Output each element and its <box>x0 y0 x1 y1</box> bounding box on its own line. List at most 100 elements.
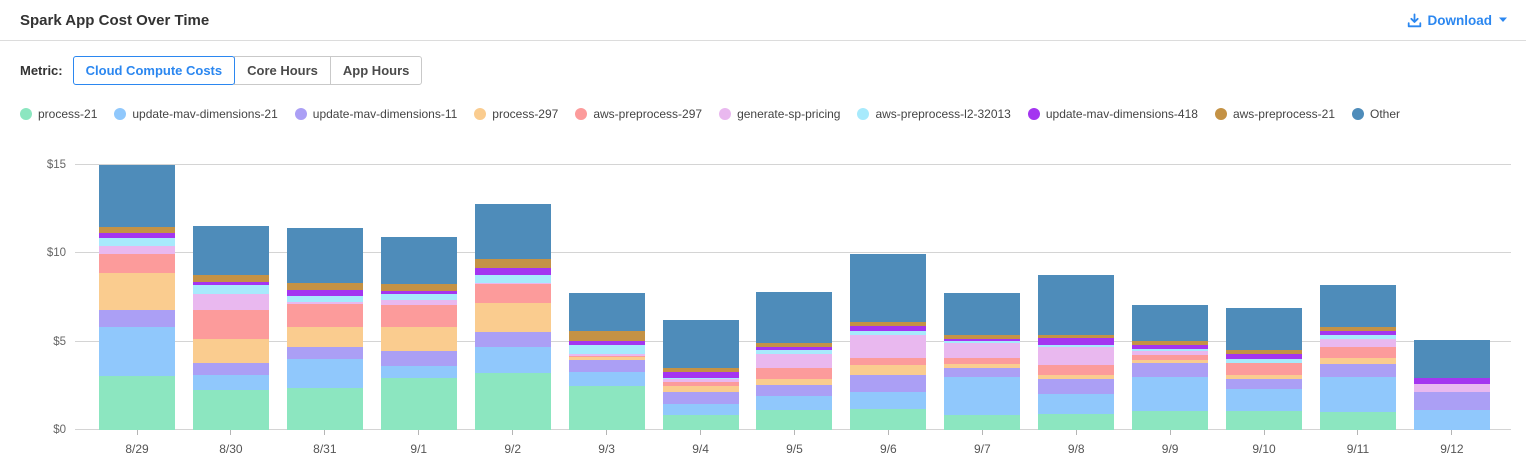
bar-segment-process-297[interactable] <box>1038 374 1115 380</box>
bar-segment-process-21[interactable] <box>1319 412 1396 430</box>
bar-segment-generate-sp-pricing[interactable] <box>1038 347 1115 366</box>
bar-segment-update-mav-dimensions-11[interactable] <box>192 362 269 376</box>
metric-tab-app-hours[interactable]: App Hours <box>329 56 423 85</box>
bar-segment-update-mav-dimensions-11[interactable] <box>99 309 175 328</box>
legend-item-generate-sp-pricing[interactable]: generate-sp-pricing <box>719 107 840 121</box>
bar-segment-process-21[interactable] <box>1226 411 1303 430</box>
bar-segment-generate-sp-pricing[interactable] <box>286 301 363 304</box>
bar-9/4[interactable] <box>662 320 739 430</box>
bar-segment-generate-sp-pricing[interactable] <box>662 379 739 382</box>
bar-segment-Other[interactable] <box>850 254 927 322</box>
bar-9/5[interactable] <box>756 291 833 430</box>
bar-segment-process-21[interactable] <box>756 410 833 430</box>
bar-segment-aws-preprocess-l2-32013[interactable] <box>568 345 645 354</box>
bar-9/6[interactable] <box>850 254 927 430</box>
bar-segment-update-mav-dimensions-418[interactable] <box>474 268 551 276</box>
bar-segment-update-mav-dimensions-418[interactable] <box>850 325 927 332</box>
bar-segment-update-mav-dimensions-11[interactable] <box>1226 378 1303 390</box>
bar-segment-generate-sp-pricing[interactable] <box>1319 339 1396 347</box>
legend-item-update-mav-dimensions-418[interactable]: update-mav-dimensions-418 <box>1027 107 1198 121</box>
metric-tab-core-hours[interactable]: Core Hours <box>234 56 331 85</box>
bar-segment-update-mav-dimensions-11[interactable] <box>756 385 833 396</box>
bar-segment-Other[interactable] <box>380 236 457 284</box>
bar-segment-aws-preprocess-297[interactable] <box>568 356 645 357</box>
bar-segment-aws-preprocess-l2-32013[interactable] <box>850 331 927 335</box>
bar-segment-update-mav-dimensions-418[interactable] <box>1226 353 1303 360</box>
bar-9/11[interactable] <box>1319 284 1396 430</box>
legend-item-update-mav-dimensions-11[interactable]: update-mav-dimensions-11 <box>294 107 457 121</box>
bar-segment-aws-preprocess-l2-32013[interactable] <box>662 378 739 380</box>
bar-segment-update-mav-dimensions-21[interactable] <box>662 404 739 415</box>
bar-segment-update-mav-dimensions-21[interactable] <box>1132 376 1209 412</box>
bar-segment-process-21[interactable] <box>1132 411 1209 430</box>
bar-segment-aws-preprocess-21[interactable] <box>1226 350 1303 354</box>
bar-segment-generate-sp-pricing[interactable] <box>380 299 457 305</box>
bar-segment-update-mav-dimensions-418[interactable] <box>568 340 645 346</box>
bar-9/3[interactable] <box>568 293 645 430</box>
download-button[interactable]: Download <box>1407 13 1509 28</box>
bar-segment-aws-preprocess-297[interactable] <box>1132 354 1209 361</box>
bar-segment-update-mav-dimensions-418[interactable] <box>380 290 457 294</box>
bar-segment-aws-preprocess-l2-32013[interactable] <box>1132 348 1209 352</box>
bar-segment-generate-sp-pricing[interactable] <box>474 283 551 284</box>
bar-segment-aws-preprocess-297[interactable] <box>286 303 363 328</box>
bar-segment-aws-preprocess-l2-32013[interactable] <box>1319 334 1396 340</box>
bar-segment-process-297[interactable] <box>380 327 457 352</box>
bar-segment-update-mav-dimensions-418[interactable] <box>1319 331 1396 335</box>
bar-segment-Other[interactable] <box>1226 307 1303 351</box>
bar-segment-generate-sp-pricing[interactable] <box>850 334 927 358</box>
bar-segment-process-297[interactable] <box>1226 374 1303 379</box>
bar-segment-aws-preprocess-21[interactable] <box>1038 334 1115 339</box>
bar-segment-aws-preprocess-l2-32013[interactable] <box>1226 359 1303 363</box>
bar-segment-aws-preprocess-21[interactable] <box>756 342 833 347</box>
legend-item-update-mav-dimensions-21[interactable]: update-mav-dimensions-21 <box>114 107 278 121</box>
bar-9/2[interactable] <box>474 204 551 430</box>
bar-segment-Other[interactable] <box>662 320 739 369</box>
bar-segment-Other[interactable] <box>568 293 645 331</box>
bar-segment-update-mav-dimensions-21[interactable] <box>1319 376 1396 413</box>
bar-segment-update-mav-dimensions-418[interactable] <box>192 281 269 285</box>
bar-9/8[interactable] <box>1038 275 1115 430</box>
bar-segment-process-297[interactable] <box>192 338 269 363</box>
bar-segment-update-mav-dimensions-11[interactable] <box>850 374 927 392</box>
bar-segment-aws-preprocess-297[interactable] <box>1038 365 1115 375</box>
bar-segment-aws-preprocess-21[interactable] <box>380 283 457 291</box>
bar-segment-process-297[interactable] <box>756 379 833 386</box>
bar-segment-generate-sp-pricing[interactable] <box>568 353 645 357</box>
bar-segment-Other[interactable] <box>1038 275 1115 335</box>
bar-segment-update-mav-dimensions-21[interactable] <box>286 358 363 389</box>
bar-segment-update-mav-dimensions-11[interactable] <box>474 331 551 347</box>
bar-segment-aws-preprocess-297[interactable] <box>474 283 551 303</box>
bar-segment-aws-preprocess-21[interactable] <box>474 259 551 269</box>
bar-segment-process-297[interactable] <box>99 272 175 310</box>
bar-segment-process-21[interactable] <box>944 414 1021 430</box>
legend-item-aws-preprocess-21[interactable]: aws-preprocess-21 <box>1214 107 1335 121</box>
bar-segment-aws-preprocess-21[interactable] <box>286 283 363 290</box>
bar-segment-aws-preprocess-l2-32013[interactable] <box>944 341 1021 344</box>
bar-8/31[interactable] <box>286 227 363 430</box>
bar-segment-update-mav-dimensions-418[interactable] <box>1413 378 1490 385</box>
bar-segment-update-mav-dimensions-11[interactable] <box>1413 392 1490 411</box>
bar-segment-aws-preprocess-l2-32013[interactable] <box>99 237 175 247</box>
bar-segment-aws-preprocess-21[interactable] <box>944 334 1021 339</box>
bar-segment-process-21[interactable] <box>99 376 175 430</box>
bar-9/10[interactable] <box>1226 307 1303 430</box>
bar-segment-aws-preprocess-21[interactable] <box>1319 327 1396 332</box>
bar-segment-update-mav-dimensions-11[interactable] <box>1038 379 1115 394</box>
bar-segment-update-mav-dimensions-21[interactable] <box>1226 389 1303 412</box>
bar-segment-aws-preprocess-297[interactable] <box>662 381 739 386</box>
bar-segment-Other[interactable] <box>756 291 833 343</box>
bar-segment-generate-sp-pricing[interactable] <box>192 293 269 311</box>
bar-segment-update-mav-dimensions-418[interactable] <box>944 338 1021 342</box>
bar-segment-aws-preprocess-21[interactable] <box>99 227 175 234</box>
bar-segment-process-297[interactable] <box>568 356 645 360</box>
bar-segment-update-mav-dimensions-21[interactable] <box>944 376 1021 415</box>
bar-segment-process-21[interactable] <box>380 377 457 430</box>
bar-segment-aws-preprocess-297[interactable] <box>99 253 175 273</box>
bar-segment-generate-sp-pricing[interactable] <box>1413 384 1490 393</box>
bar-9/7[interactable] <box>944 292 1021 430</box>
bar-segment-generate-sp-pricing[interactable] <box>756 353 833 368</box>
legend-item-aws-preprocess-l2-32013[interactable]: aws-preprocess-l2-32013 <box>857 107 1011 121</box>
bar-segment-update-mav-dimensions-418[interactable] <box>286 289 363 296</box>
bar-segment-process-297[interactable] <box>1132 360 1209 363</box>
